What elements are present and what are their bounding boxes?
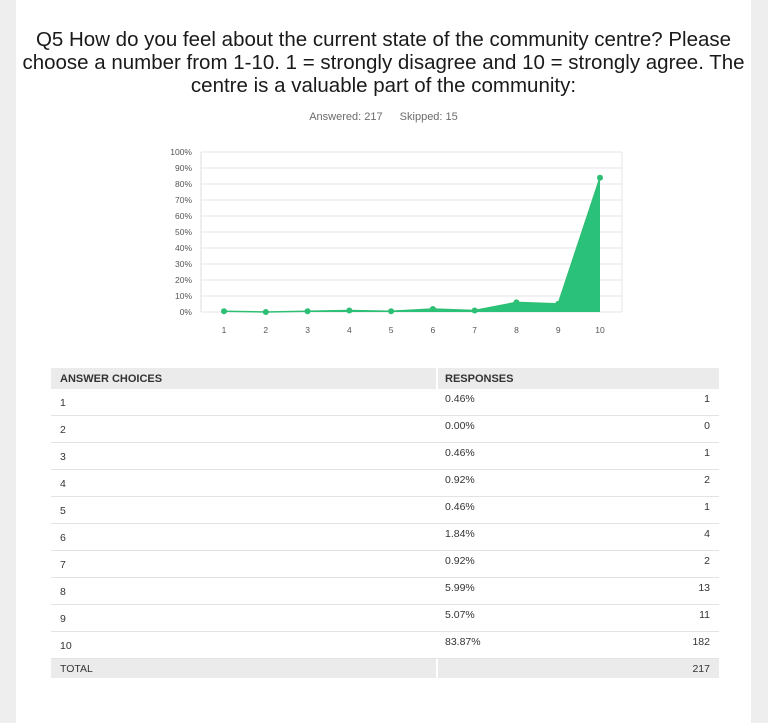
response-percent: 5.99% bbox=[445, 582, 475, 594]
answer-choice: 6 bbox=[60, 532, 66, 544]
answer-choice: 9 bbox=[60, 613, 66, 625]
response-count: 11 bbox=[699, 609, 710, 621]
question-title: Q5 How do you feel about the current sta… bbox=[22, 28, 745, 97]
data-point bbox=[429, 306, 436, 313]
y-tick-label: 50% bbox=[175, 227, 192, 237]
y-tick-label: 10% bbox=[175, 291, 192, 301]
data-point bbox=[513, 299, 520, 306]
table-row: 5 0.46% 1 bbox=[51, 497, 719, 524]
y-tick-label: 70% bbox=[175, 195, 192, 205]
data-point bbox=[304, 308, 311, 315]
total-label: TOTAL bbox=[60, 663, 93, 675]
table-row: 7 0.92% 2 bbox=[51, 551, 719, 578]
response-count: 2 bbox=[704, 555, 710, 567]
x-tick-label: 5 bbox=[389, 325, 394, 335]
response-percent: 0.46% bbox=[445, 393, 475, 405]
answer-choice: 1 bbox=[60, 397, 66, 409]
table-row: 1 0.46% 1 bbox=[51, 389, 719, 416]
y-tick-label: 0% bbox=[180, 307, 193, 317]
data-point bbox=[262, 309, 269, 315]
response-percent: 0.00% bbox=[445, 420, 475, 432]
answer-choice: 3 bbox=[60, 451, 66, 463]
x-tick-label: 4 bbox=[347, 325, 352, 335]
response-count: 2 bbox=[704, 474, 710, 486]
response-percent: 83.87% bbox=[445, 636, 481, 648]
data-point bbox=[597, 174, 603, 181]
header-answer-choices: ANSWER CHOICES bbox=[60, 373, 163, 385]
answer-choice: 8 bbox=[60, 586, 66, 598]
skipped-count: Skipped: 15 bbox=[399, 111, 458, 123]
response-count: 4 bbox=[704, 528, 710, 540]
response-chart: 0% 10% 20% 30% 40% 50% 60% 70% 80% 90% 100% 1 2 3 4 5 6 7… bbox=[170, 147, 623, 335]
response-percent: 0.46% bbox=[445, 501, 475, 513]
responses-table: ANSWER CHOICES RESPONSES 1 0.46% 1 2 0.00% 0 3… bbox=[51, 368, 719, 678]
x-tick-label: 10 bbox=[595, 325, 605, 335]
series-area bbox=[224, 177, 600, 312]
data-point bbox=[555, 300, 562, 307]
data-point bbox=[471, 307, 478, 314]
series-line bbox=[223, 177, 601, 313]
table-row: 10 83.87% 182 bbox=[51, 632, 719, 659]
header-responses: RESPONSES bbox=[445, 373, 514, 385]
answer-choice: 7 bbox=[60, 559, 66, 571]
response-count: 1 bbox=[704, 501, 710, 513]
y-tick-label: 90% bbox=[175, 163, 192, 173]
y-tick-label: 80% bbox=[175, 179, 192, 189]
x-tick-label: 1 bbox=[222, 325, 227, 335]
x-tick-label: 3 bbox=[305, 325, 310, 335]
response-count: 182 bbox=[692, 636, 710, 648]
response-count: 1 bbox=[704, 447, 710, 459]
table-row: 8 5.99% 13 bbox=[51, 578, 719, 605]
header-divider bbox=[436, 368, 438, 389]
total-count: 217 bbox=[692, 663, 710, 675]
table-body: 1 0.46% 1 2 0.00% 0 3 0.46% 1 4 0.92% 2 5 0.46% 1 6 1.84… bbox=[51, 389, 719, 659]
table-total-row: TOTAL 217 bbox=[51, 659, 719, 678]
answer-choice: 5 bbox=[60, 505, 66, 517]
data-point bbox=[346, 307, 353, 314]
response-count: 0 bbox=[704, 420, 710, 432]
table-row: 6 1.84% 4 bbox=[51, 524, 719, 551]
x-tick-label: 8 bbox=[514, 325, 519, 335]
y-tick-label: 30% bbox=[175, 259, 192, 269]
data-point bbox=[221, 308, 227, 315]
y-tick-label: 40% bbox=[175, 243, 192, 253]
y-tick-label: 60% bbox=[175, 211, 192, 221]
x-tick-label: 2 bbox=[263, 325, 268, 335]
x-tick-label: 7 bbox=[472, 325, 477, 335]
response-percent: 0.46% bbox=[445, 447, 475, 459]
table-row: 4 0.92% 2 bbox=[51, 470, 719, 497]
answered-count: Answered: 217 bbox=[309, 111, 383, 123]
table-row: 2 0.00% 0 bbox=[51, 416, 719, 443]
total-divider bbox=[436, 659, 438, 678]
answer-choice: 4 bbox=[60, 478, 66, 490]
table-row: 9 5.07% 11 bbox=[51, 605, 719, 632]
response-count: 13 bbox=[698, 582, 710, 594]
response-stats: Answered: 217 Skipped: 15 bbox=[16, 111, 751, 123]
answer-choice: 2 bbox=[60, 424, 66, 436]
answer-choice: 10 bbox=[60, 640, 72, 652]
y-tick-label: 20% bbox=[175, 275, 192, 285]
response-count: 1 bbox=[704, 393, 710, 405]
survey-card: Q5 How do you feel about the current sta… bbox=[16, 0, 751, 723]
response-percent: 5.07% bbox=[445, 609, 475, 621]
x-tick-label: 6 bbox=[431, 325, 436, 335]
table-row: 3 0.46% 1 bbox=[51, 443, 719, 470]
x-tick-label: 9 bbox=[556, 325, 561, 335]
table-header: ANSWER CHOICES RESPONSES bbox=[51, 368, 719, 389]
y-tick-label: 100% bbox=[170, 147, 192, 157]
response-percent: 0.92% bbox=[445, 474, 475, 486]
data-point bbox=[388, 308, 395, 315]
response-percent: 0.92% bbox=[445, 555, 475, 567]
response-percent: 1.84% bbox=[445, 528, 475, 540]
